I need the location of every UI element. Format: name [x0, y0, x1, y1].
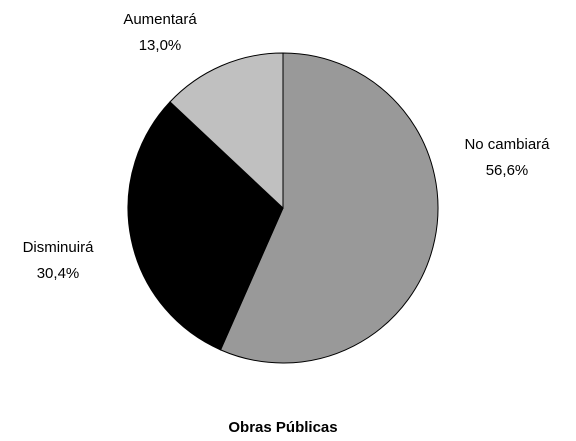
slice-label: Aumentará [123, 11, 197, 28]
slice-value-label: 13,0% [139, 37, 182, 54]
slice-value-label: 30,4% [37, 265, 80, 282]
chart-title: Obras Públicas [228, 419, 337, 436]
slice-label: No cambiará [464, 136, 550, 153]
slice-value-label: 56,6% [486, 162, 529, 179]
pie-slice [169, 52, 284, 210]
slice-label: Disminuirá [23, 239, 95, 256]
pie-slice [219, 52, 439, 364]
pie-slice [127, 101, 284, 351]
